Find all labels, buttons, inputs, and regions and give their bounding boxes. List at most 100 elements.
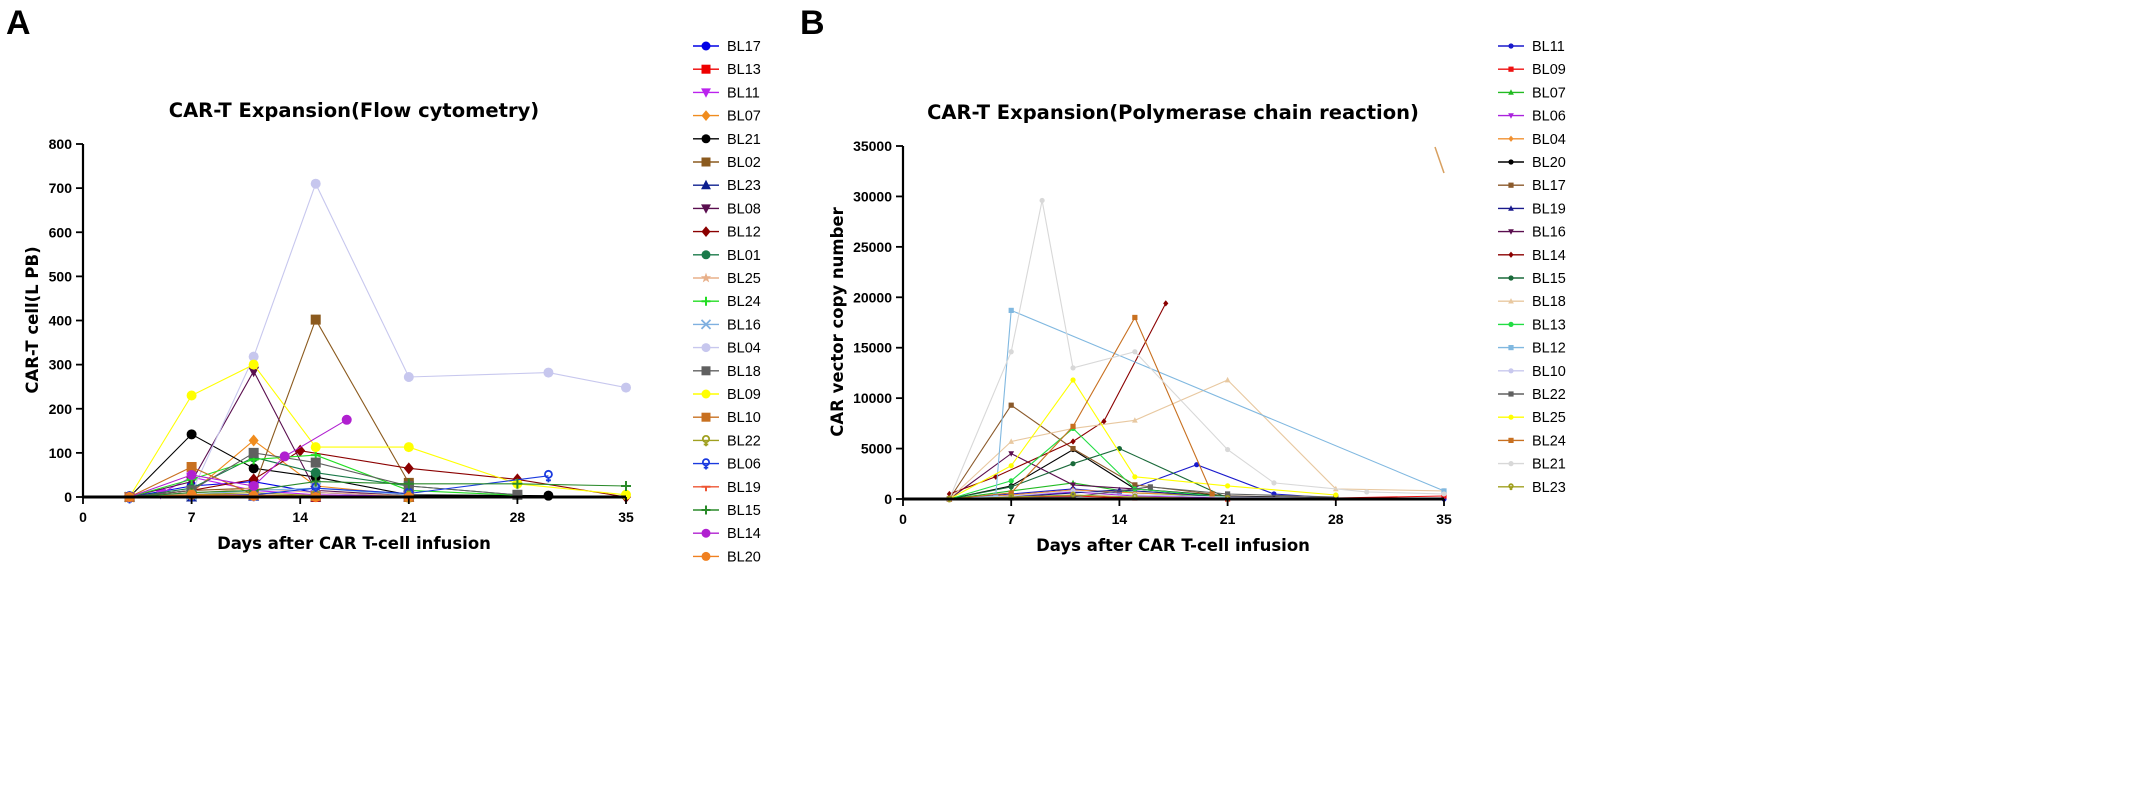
legend-label: BL08	[727, 201, 761, 217]
legend-marker	[701, 412, 711, 422]
data-point-bl08-2	[248, 366, 260, 378]
legend-entry-bl20: BL20	[1498, 155, 1566, 171]
data-point-bl24-3	[1132, 314, 1138, 321]
legend-entry-bl02: BL02	[693, 155, 761, 171]
x-tick-label: 7	[188, 509, 196, 525]
legend-label: BL20	[727, 549, 761, 565]
legend-label: BL16	[1532, 225, 1566, 241]
legend-label: BL07	[727, 109, 761, 125]
series-bl04	[124, 178, 631, 502]
legend-marker	[701, 389, 711, 399]
data-point-bl12-2	[1008, 307, 1014, 313]
legend-label: BL10	[1532, 364, 1566, 380]
data-point-bl09-3	[310, 442, 321, 453]
legend-label: BL22	[1532, 387, 1566, 403]
y-tick-label: 5000	[861, 441, 892, 457]
legend-marker	[701, 458, 711, 470]
data-point-bl14-0	[946, 490, 952, 498]
legend-label: BL04	[727, 341, 761, 357]
legend-marker	[700, 272, 712, 283]
legend-entry-bl19: BL19	[1498, 201, 1566, 217]
legend-marker	[1508, 229, 1514, 235]
legend-entry-bl01: BL01	[693, 248, 761, 264]
data-point-bl21-6	[1271, 480, 1277, 486]
legend-label: BL25	[1532, 410, 1566, 426]
legend-marker	[1508, 483, 1514, 491]
data-point-bl15-1	[1008, 484, 1014, 490]
legend-label: BL15	[1532, 271, 1566, 287]
legend-label: BL14	[1532, 248, 1566, 264]
data-point-bl01-3	[310, 467, 321, 478]
legend-entry-bl23: BL23	[1498, 480, 1566, 496]
data-point-bl25-4	[1225, 483, 1231, 489]
legend-label: BL06	[1532, 109, 1566, 125]
legend-label: BL21	[727, 132, 761, 148]
data-point-bl23-2	[1070, 491, 1076, 499]
legend-marker	[1508, 437, 1514, 443]
data-point-bl07-2	[248, 434, 259, 447]
x-tick-label: 7	[1007, 511, 1015, 527]
data-point-bl21-1	[1008, 349, 1014, 355]
data-point-bl17-3	[1132, 482, 1138, 488]
legend-marker	[701, 88, 711, 98]
data-point-bl25-5	[1333, 492, 1339, 498]
data-point-bl15-5	[512, 478, 523, 489]
chart-a-title: CAR-T Expansion(Flow cytometry)	[169, 99, 539, 122]
y-tick-label: 10000	[853, 390, 892, 406]
legend-marker	[1508, 414, 1514, 420]
legend-marker	[701, 134, 711, 144]
legend-label: BL24	[727, 294, 761, 310]
data-point-bl22-4	[1225, 491, 1231, 497]
legend-marker	[1508, 251, 1514, 258]
legend-entry-bl17: BL17	[693, 39, 761, 55]
data-point-bl22-3	[1147, 484, 1153, 490]
legend-label: BL01	[727, 248, 761, 264]
legend-marker	[701, 64, 711, 74]
y-tick-label: 700	[49, 180, 73, 196]
y-tick-label: 500	[49, 268, 73, 284]
chart-a-legend: BL17 BL13 BL11 BL07 BL21 BL02 BL23 BL08 BL12 BL01…	[693, 39, 761, 565]
y-tick-label: 200	[49, 401, 73, 417]
series-line-bl08	[129, 370, 409, 498]
legend-label: BL09	[727, 387, 761, 403]
x-tick-label: 0	[79, 509, 87, 525]
data-point-bl12-3	[295, 444, 306, 457]
data-point-bl09-1	[186, 390, 197, 401]
legend-label: BL13	[727, 62, 761, 78]
legend-entry-bl23: BL23	[693, 178, 761, 194]
chart-b-xlabel: Days after CAR T-cell infusion	[1036, 536, 1310, 555]
legend-entry-bl25: BL25	[1498, 410, 1566, 426]
data-point-bl14-2	[1070, 438, 1076, 445]
x-tick-label: 35	[1436, 511, 1452, 527]
data-point-bl21-7	[1364, 489, 1370, 495]
x-tick-label: 28	[510, 509, 526, 525]
data-point-bl16-2	[1070, 482, 1076, 488]
y-tick-label: 25000	[853, 239, 892, 255]
legend-entry-bl16: BL16	[693, 317, 761, 333]
legend-entry-bl10: BL10	[1498, 364, 1566, 380]
data-point-bl14-3	[1101, 418, 1107, 425]
series-line-bl18	[949, 379, 1445, 500]
legend-entry-bl13: BL13	[1498, 317, 1566, 333]
x-tick-label: 14	[292, 509, 308, 525]
legend-entry-bl11: BL11	[1498, 39, 1565, 55]
legend-entry-bl19: BL19	[693, 480, 761, 496]
series-bl21	[946, 197, 1447, 502]
data-point-bl21-2	[248, 463, 259, 474]
legend-label: BL25	[727, 271, 761, 287]
series-line-bl25	[949, 379, 1336, 500]
legend-label: BL18	[1532, 294, 1566, 310]
data-point-bl18-3	[310, 457, 321, 468]
legend-label: BL02	[727, 155, 761, 171]
series-line-bl21	[948, 200, 1445, 500]
legend-marker	[701, 157, 711, 167]
legend-label: BL10	[727, 410, 761, 426]
legend-marker	[701, 110, 711, 121]
legend-marker	[701, 366, 711, 376]
y-tick-label: 100	[49, 445, 73, 461]
legend-label: BL19	[1532, 201, 1566, 217]
chart-b-legend: BL11 BL09 BL07 BL06 BL04 BL20 BL17 BL19 BL16 BL14…	[1498, 39, 1566, 496]
legend-marker	[1508, 182, 1514, 188]
legend-marker	[1508, 461, 1514, 467]
legend-entry-bl25: BL25	[693, 271, 761, 287]
